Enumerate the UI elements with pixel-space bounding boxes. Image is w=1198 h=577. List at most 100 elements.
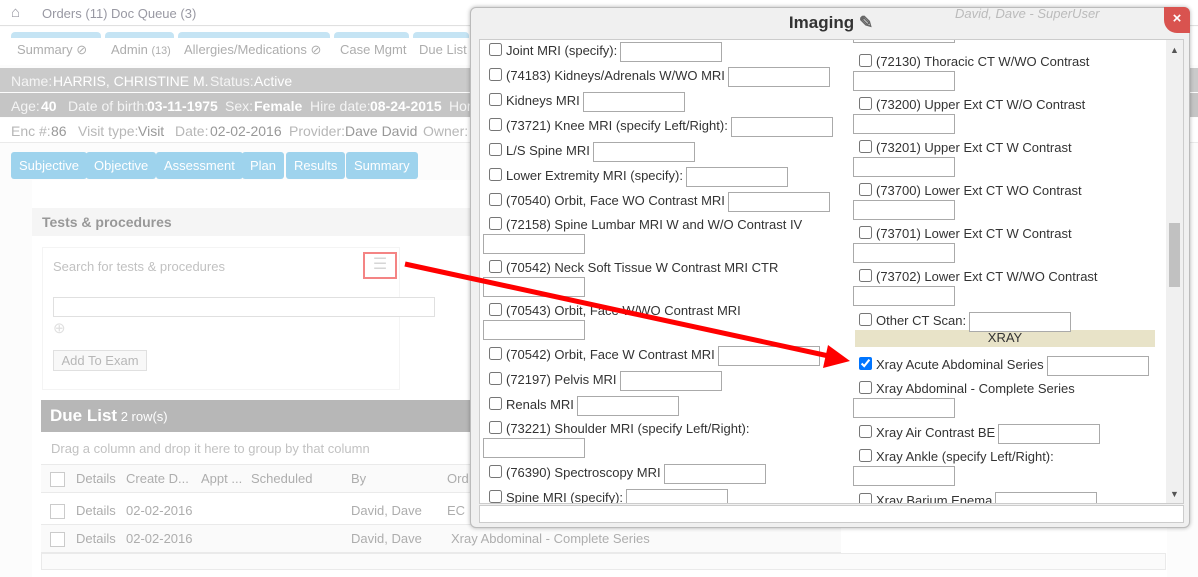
item-input[interactable] bbox=[730, 117, 833, 137]
cell-details[interactable]: Details bbox=[76, 503, 116, 518]
item-label[interactable]: Xray Abdominal - Complete Series bbox=[859, 381, 1075, 396]
modal-scrollbar[interactable]: ▲ ▼ bbox=[1166, 40, 1183, 503]
item-label[interactable]: (70542) Orbit, Face W Contrast MRI bbox=[489, 347, 715, 362]
scroll-down-icon[interactable]: ▼ bbox=[1170, 489, 1179, 499]
subtab-results[interactable]: Results bbox=[286, 152, 346, 179]
item-label[interactable]: (73701) Lower Ext CT W Contrast bbox=[859, 226, 1072, 241]
item-input[interactable] bbox=[576, 396, 679, 416]
item-checkbox[interactable] bbox=[489, 68, 502, 82]
item-checkbox[interactable] bbox=[489, 143, 502, 157]
item-label[interactable]: Spine MRI (specify): bbox=[489, 490, 623, 503]
item-input[interactable] bbox=[685, 167, 788, 187]
item-label[interactable]: (73200) Upper Ext CT W/O Contrast bbox=[859, 97, 1085, 112]
item-input[interactable] bbox=[626, 489, 729, 503]
item-checkbox[interactable] bbox=[489, 193, 502, 207]
item-input[interactable] bbox=[853, 466, 955, 486]
item-input[interactable] bbox=[853, 40, 955, 43]
col-appt[interactable]: Appt ... bbox=[201, 471, 243, 486]
item-checkbox[interactable] bbox=[859, 449, 872, 462]
item-label[interactable]: (73221) Shoulder MRI (specify Left/Right… bbox=[489, 421, 750, 436]
item-checkbox[interactable] bbox=[859, 97, 872, 110]
item-input[interactable] bbox=[995, 492, 1098, 503]
item-checkbox[interactable] bbox=[489, 93, 502, 107]
item-checkbox[interactable] bbox=[489, 118, 502, 132]
list-picker-icon[interactable]: ☰ bbox=[363, 252, 397, 279]
item-input[interactable] bbox=[853, 398, 955, 418]
item-checkbox[interactable] bbox=[859, 425, 872, 439]
item-checkbox[interactable] bbox=[859, 54, 872, 67]
item-checkbox[interactable] bbox=[489, 465, 502, 479]
row-checkbox[interactable] bbox=[50, 532, 65, 547]
item-label[interactable]: (72130) Thoracic CT W/WO Contrast bbox=[859, 54, 1089, 69]
cell-details[interactable]: Details bbox=[76, 531, 116, 546]
item-checkbox[interactable] bbox=[859, 226, 872, 239]
item-checkbox[interactable] bbox=[489, 397, 502, 411]
col-scheduled[interactable]: Scheduled bbox=[251, 471, 313, 486]
item-label[interactable]: Joint MRI (specify): bbox=[489, 43, 617, 58]
item-input[interactable] bbox=[592, 142, 695, 162]
item-checkbox[interactable] bbox=[489, 217, 502, 230]
item-input[interactable] bbox=[969, 312, 1072, 332]
subtab-subjective[interactable]: Subjective bbox=[11, 152, 87, 179]
pencil-icon[interactable]: ✎ bbox=[858, 13, 874, 32]
item-input[interactable] bbox=[853, 243, 955, 263]
item-label[interactable]: (70543) Orbit, Face W/WO Contrast MRI bbox=[489, 303, 741, 318]
item-input[interactable] bbox=[483, 277, 585, 297]
item-label[interactable]: (76390) Spectroscopy MRI bbox=[489, 465, 661, 480]
item-label[interactable]: Xray Ankle (specify Left/Right): bbox=[859, 449, 1054, 464]
subtab-plan[interactable]: Plan bbox=[242, 152, 285, 179]
tab-due-list[interactable]: Due List bbox=[413, 32, 469, 60]
select-all-checkbox[interactable] bbox=[50, 472, 65, 487]
item-input[interactable] bbox=[727, 192, 830, 212]
item-input[interactable] bbox=[582, 92, 685, 112]
item-checkbox[interactable] bbox=[489, 421, 502, 434]
tab-summary[interactable]: Summary ⊘ bbox=[11, 32, 101, 60]
home-icon[interactable]: ⌂ bbox=[11, 4, 21, 21]
doc-queue-link[interactable]: Doc Queue (3) bbox=[111, 6, 196, 21]
item-input[interactable] bbox=[853, 157, 955, 177]
item-checkbox[interactable] bbox=[859, 140, 872, 153]
item-input[interactable] bbox=[483, 234, 585, 254]
item-input[interactable] bbox=[727, 67, 830, 87]
scroll-up-icon[interactable]: ▲ bbox=[1170, 45, 1179, 55]
tests-input[interactable] bbox=[53, 297, 435, 317]
item-input[interactable] bbox=[717, 346, 820, 366]
item-label[interactable]: Renals MRI bbox=[489, 397, 574, 412]
item-label[interactable]: (72158) Spine Lumbar MRI W and W/O Contr… bbox=[489, 217, 802, 232]
tab-case-mgmt[interactable]: Case Mgmt bbox=[334, 32, 409, 60]
item-checkbox[interactable] bbox=[859, 493, 872, 503]
item-checkbox[interactable] bbox=[489, 43, 502, 57]
item-checkbox[interactable] bbox=[489, 490, 502, 503]
item-label[interactable]: (73201) Upper Ext CT W Contrast bbox=[859, 140, 1072, 155]
item-label[interactable]: Xray Air Contrast BE bbox=[859, 425, 995, 440]
item-label[interactable]: (73700) Lower Ext CT WO Contrast bbox=[859, 183, 1082, 198]
item-checkbox[interactable] bbox=[489, 260, 502, 273]
item-input[interactable] bbox=[853, 286, 955, 306]
item-checkbox[interactable] bbox=[859, 269, 872, 282]
item-checkbox[interactable] bbox=[489, 372, 502, 386]
orders-link[interactable]: Orders (11) bbox=[42, 6, 108, 21]
item-input[interactable] bbox=[853, 200, 955, 220]
add-to-exam-button[interactable]: Add To Exam bbox=[53, 350, 147, 371]
item-checkbox[interactable] bbox=[859, 183, 872, 196]
tab-admin[interactable]: Admin (13) bbox=[105, 32, 174, 60]
item-label[interactable]: L/S Spine MRI bbox=[489, 143, 590, 158]
item-label[interactable]: Xray Acute Abdominal Series bbox=[859, 357, 1044, 372]
table-row[interactable]: Details 02-02-2016 David, Dave EC bbox=[41, 497, 481, 525]
item-label[interactable]: Lower Extremity MRI (specify): bbox=[489, 168, 683, 183]
item-label[interactable]: (73721) Knee MRI (specify Left/Right): bbox=[489, 118, 728, 133]
item-label[interactable]: (73702) Lower Ext CT W/WO Contrast bbox=[859, 269, 1098, 284]
subtab-assessment[interactable]: Assessment bbox=[156, 152, 243, 179]
col-by[interactable]: By bbox=[351, 471, 367, 486]
item-label[interactable]: Other CT Scan: bbox=[859, 313, 966, 328]
col-create-date[interactable]: Create D... bbox=[126, 471, 189, 486]
col-details[interactable]: Details bbox=[76, 471, 116, 486]
item-input[interactable] bbox=[663, 464, 766, 484]
item-input[interactable] bbox=[853, 114, 955, 134]
item-checkbox[interactable] bbox=[859, 357, 872, 371]
item-checkbox[interactable] bbox=[489, 168, 502, 182]
item-checkbox[interactable] bbox=[859, 313, 872, 327]
item-label[interactable]: Kidneys MRI bbox=[489, 93, 580, 108]
subtab-summary[interactable]: Summary bbox=[346, 152, 418, 179]
row-checkbox[interactable] bbox=[50, 504, 65, 519]
